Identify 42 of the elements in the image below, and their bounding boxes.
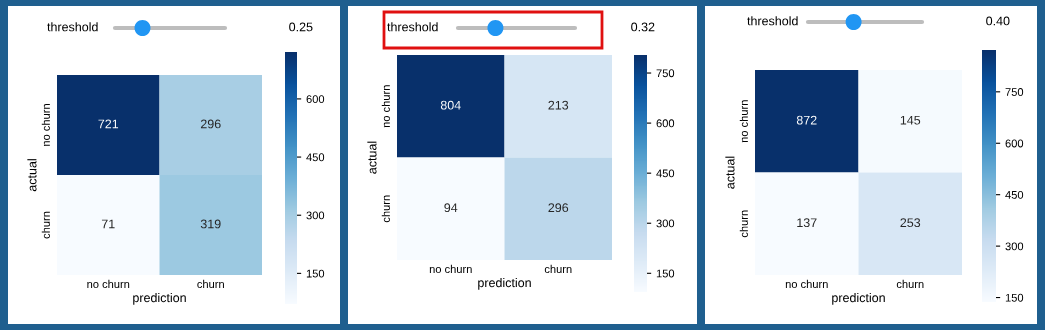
color-bar-label: 600 — [306, 95, 325, 104]
data-label: 319 — [200, 219, 221, 229]
color-bar-label: 750 — [1005, 88, 1024, 96]
data-label: 145 — [900, 115, 921, 125]
color-bar-label: 150 — [1005, 293, 1024, 302]
color-bar-label: 750 — [656, 69, 675, 78]
text: threshold — [747, 16, 798, 26]
color-bar-label: 300 — [306, 211, 325, 220]
data-label: 296 — [200, 119, 221, 129]
y-axis-title: actual — [367, 141, 377, 174]
data-label: 137 — [797, 218, 817, 228]
text: 0.32 — [631, 22, 655, 32]
color-bar-label: 450 — [306, 153, 325, 162]
color-bar-label: 300 — [1005, 242, 1024, 251]
x-tick-label: no churn — [87, 279, 130, 289]
y-axis-title: actual — [725, 156, 735, 189]
x-tick-label: no churn — [785, 279, 828, 289]
text: threshold — [387, 22, 438, 32]
x-axis-title: prediction — [478, 278, 531, 290]
color-bar-label: 600 — [656, 119, 675, 128]
x-tick-label: churn — [896, 279, 924, 289]
data-label: 213 — [548, 100, 569, 110]
text: 0.40 — [986, 16, 1010, 26]
color-bar-label: 450 — [1005, 190, 1024, 199]
data-label: 94 — [444, 203, 458, 213]
text: threshold — [47, 22, 98, 32]
color-bar-label: 150 — [656, 269, 675, 278]
data-label: 721 — [98, 119, 119, 129]
color-bar-label: 150 — [306, 269, 325, 278]
data-label: 872 — [796, 115, 817, 125]
data-label: 71 — [101, 219, 115, 229]
x-axis-title: prediction — [832, 293, 885, 305]
text: 0.25 — [289, 22, 313, 32]
color-bar-label: 600 — [1005, 139, 1024, 148]
data-label: 804 — [440, 100, 461, 110]
color-bar-label: 300 — [656, 219, 675, 228]
x-tick-label: churn — [197, 279, 224, 289]
color-bar-label: 450 — [656, 169, 675, 178]
data-label: 296 — [548, 203, 569, 213]
x-axis-title: prediction — [133, 293, 186, 305]
data-label: 253 — [900, 218, 921, 228]
y-axis-title: actual — [27, 159, 37, 192]
